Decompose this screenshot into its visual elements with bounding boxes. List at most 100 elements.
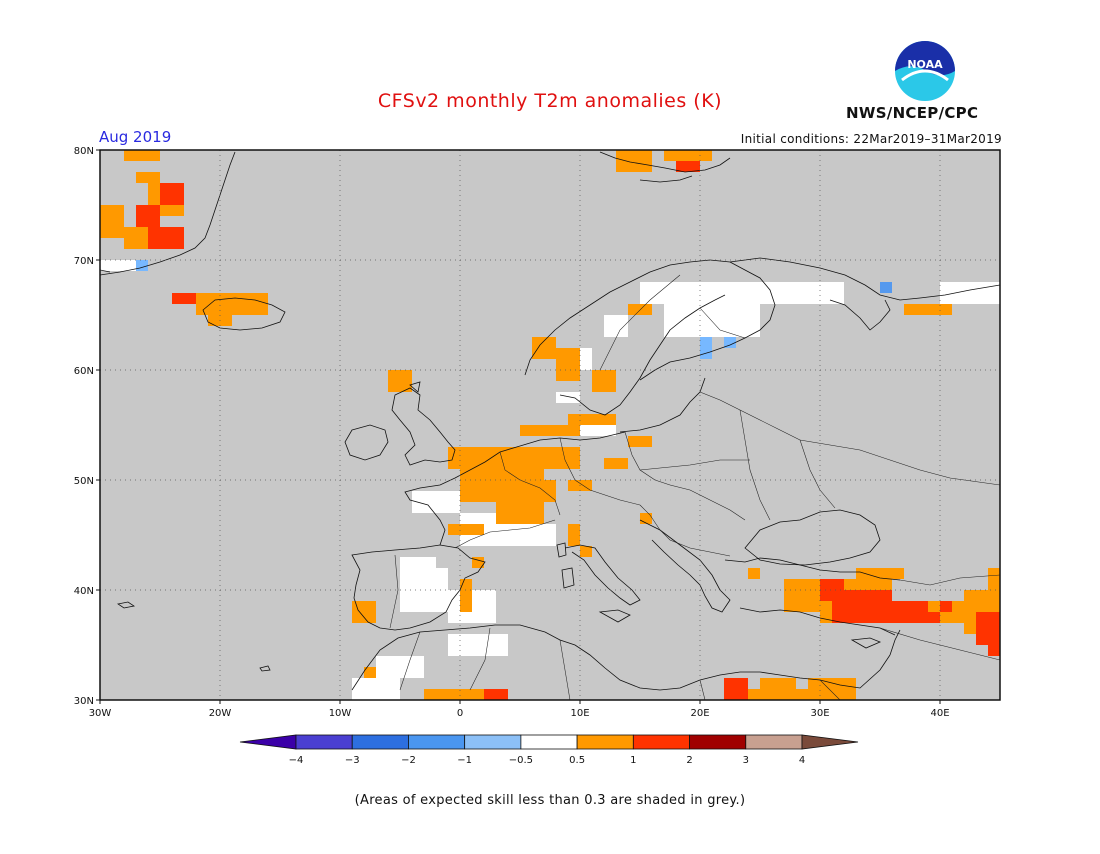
anomaly-cell-26 xyxy=(880,282,892,293)
lon-tick-label: 10E xyxy=(570,708,589,719)
anomaly-cell-77 xyxy=(760,678,796,689)
anomaly-cell-19 xyxy=(604,315,628,337)
colorbar-swatch-2 xyxy=(408,734,466,750)
anomaly-cell-43 xyxy=(496,524,556,546)
lon-tick-label: 20W xyxy=(209,708,232,719)
anomaly-cell-9 xyxy=(136,260,148,271)
lon-tick-label: 0 xyxy=(457,708,463,719)
anomaly-cell-61 xyxy=(748,568,760,579)
anomaly-cell-18 xyxy=(556,392,580,403)
anomaly-cell-30 xyxy=(568,414,616,425)
anomaly-cell-55 xyxy=(448,634,508,656)
anomaly-cell-20 xyxy=(628,304,652,315)
lat-tick-label: 50N xyxy=(74,476,94,487)
colorbar-swatch-8 xyxy=(745,734,803,750)
lon-tick-label: 10W xyxy=(329,708,352,719)
lat-tick-label: 70N xyxy=(74,256,94,267)
anomaly-cell-29 xyxy=(940,282,1000,304)
lat-tick-label: 80N xyxy=(74,146,94,157)
anomaly-cell-67 xyxy=(916,612,940,623)
anomaly-cell-5 xyxy=(100,205,124,238)
anomaly-cell-60 xyxy=(424,689,484,700)
anomaly-cell-21 xyxy=(640,282,784,304)
valid-date-label: Aug 2019 xyxy=(99,128,172,146)
anomaly-cell-0 xyxy=(124,150,160,161)
anomaly-cell-8 xyxy=(100,260,136,271)
noaa-logo-icon: NOAA xyxy=(895,41,955,101)
anomaly-cell-15 xyxy=(556,348,580,381)
colorbar-label: 0.5 xyxy=(569,755,585,766)
anomaly-cell-16 xyxy=(580,348,592,370)
anomaly-cell-59 xyxy=(484,689,508,700)
anomaly-cell-70 xyxy=(952,601,964,612)
colorbar-swatch-7 xyxy=(689,734,747,750)
anomaly-cell-78 xyxy=(808,678,856,700)
colorbar-swatch-5 xyxy=(576,734,634,750)
anomaly-cell-24 xyxy=(724,337,736,348)
anomaly-cell-39 xyxy=(604,458,628,469)
anomaly-cell-54 xyxy=(352,601,376,623)
anomaly-cell-31 xyxy=(520,425,604,436)
colorbar-label: −4 xyxy=(289,755,304,766)
colorbar-swatch-4 xyxy=(520,734,578,750)
anomaly-cell-56 xyxy=(376,656,424,678)
anomaly-cell-74 xyxy=(988,568,1000,590)
colorbar-label: −0.5 xyxy=(509,755,533,766)
colorbar-swatch-3 xyxy=(464,734,522,750)
country-borders xyxy=(389,274,1000,700)
colorbar-swatch-0 xyxy=(295,734,353,750)
anomaly-cell-44 xyxy=(448,524,484,535)
anomaly-cell-35 xyxy=(520,480,556,502)
anomaly-cell-45 xyxy=(568,524,580,546)
colorbar-label: 3 xyxy=(743,755,749,766)
lon-tick-label: 20E xyxy=(690,708,709,719)
anomaly-cell-51 xyxy=(460,579,472,590)
lon-tick-label: 30E xyxy=(810,708,829,719)
anomaly-cell-47 xyxy=(640,513,652,524)
anomaly-cell-36 xyxy=(496,502,544,524)
lon-tick-label: 40E xyxy=(930,708,949,719)
lat-tick-label: 40N xyxy=(74,586,94,597)
lat-tick-label: 60N xyxy=(74,366,94,377)
anomaly-cell-40 xyxy=(628,436,652,447)
anomaly-cell-41 xyxy=(412,491,460,513)
anomaly-cell-48 xyxy=(400,557,436,568)
colorbar: −4 −3 −2 −1 −0.5 0.5 1 2 3 4 xyxy=(239,734,859,766)
anomaly-cell-53 xyxy=(472,557,484,568)
anomaly-cell-57 xyxy=(352,678,400,700)
anomaly-cell-13 xyxy=(388,370,412,392)
colorbar-label: −2 xyxy=(401,755,416,766)
colorbar-swatch-6 xyxy=(632,734,690,750)
colorbar-label: −3 xyxy=(345,755,360,766)
anomaly-cell-58 xyxy=(364,667,376,678)
colorbar-swatch-1 xyxy=(351,734,409,750)
anomaly-cell-27 xyxy=(904,304,928,315)
skill-footnote: (Areas of expected skill less than 0.3 a… xyxy=(354,793,746,808)
agency-label: NWS/NCEP/CPC xyxy=(846,104,979,122)
anomaly-cell-81 xyxy=(676,161,700,172)
anomaly-cell-79 xyxy=(616,150,652,172)
anomaly-cell-11 xyxy=(196,293,268,315)
anomaly-cell-28 xyxy=(928,304,952,315)
anomaly-cell-80 xyxy=(664,150,712,161)
colorbar-high-extend xyxy=(801,734,859,750)
colorbar-low-extend xyxy=(239,734,297,750)
anomaly-cell-46 xyxy=(580,546,592,557)
anomaly-cell-69 xyxy=(940,601,952,612)
anomaly-cell-23 xyxy=(700,337,712,359)
lat-tick-label: 30N xyxy=(74,696,94,707)
coastlines xyxy=(100,151,1000,691)
initial-conditions-label: Initial conditions: 22Mar2019–31Mar2019 xyxy=(740,132,1002,146)
anomaly-cell-73 xyxy=(988,634,1000,656)
anomaly-cell-76 xyxy=(748,689,856,700)
anomaly-cell-14 xyxy=(532,337,556,359)
colorbar-label: −1 xyxy=(457,755,472,766)
figure-title: CFSv2 monthly T2m anomalies (K) xyxy=(377,90,723,112)
anomaly-cell-68 xyxy=(856,568,904,579)
colorbar-label: 1 xyxy=(630,755,636,766)
anomaly-cell-3 xyxy=(160,183,184,205)
anomaly-cell-4 xyxy=(136,205,160,227)
anomaly-cell-10 xyxy=(172,293,196,304)
